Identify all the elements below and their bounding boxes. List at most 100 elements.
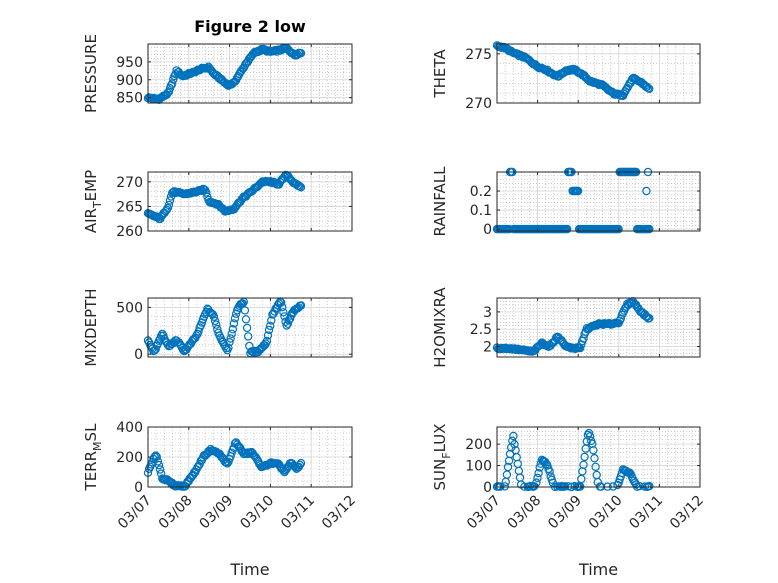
y-axis-label-part: SL (82, 423, 100, 442)
data-point (296, 183, 306, 192)
data-point (243, 332, 253, 341)
data-point (155, 465, 165, 474)
y-tick-label: 2 (483, 340, 492, 356)
data-point (240, 306, 250, 315)
data-point (532, 478, 541, 487)
y-axis-label: TERRMSL (82, 423, 104, 492)
data-point (150, 346, 159, 355)
data-point (151, 451, 160, 460)
data-point (625, 468, 634, 477)
data-point (210, 316, 220, 326)
y-axis-label: RAINFALL (431, 166, 449, 237)
y-tick-label: 0.2 (470, 184, 492, 200)
data-point (295, 460, 305, 470)
subplot-air_temp: 260 265 270 AIRTEMP (82, 170, 353, 240)
data-point (153, 213, 163, 222)
data-point (295, 182, 305, 191)
data-point (535, 463, 544, 472)
y-tick-label: 100 (465, 459, 492, 475)
y-tick-label: 265 (116, 199, 143, 215)
data-point (202, 188, 211, 197)
y-tick-label: 260 (116, 224, 143, 240)
data-point (296, 458, 306, 468)
data-point (642, 186, 651, 196)
data-point (591, 462, 600, 471)
y-tick-label: 0 (483, 480, 492, 496)
data-point (510, 440, 519, 449)
data-point (296, 301, 306, 310)
data-point (192, 331, 201, 340)
data-point (228, 325, 237, 334)
data-point (245, 449, 254, 458)
data-point (197, 186, 207, 196)
axes-box (496, 297, 701, 358)
data-point (169, 75, 178, 84)
y-tick-label: 270 (116, 175, 143, 191)
data-point (542, 459, 551, 469)
subplot-mixdepth: 0 500 MIXDEPTH (82, 288, 353, 367)
data-point (263, 331, 273, 340)
y-axis-label-part: EMP (82, 170, 100, 201)
data-point (509, 431, 518, 441)
y-tick-label: 0 (134, 480, 143, 496)
y-tick-label: 400 (116, 420, 143, 436)
y-axis-label: MIXDEPTH (82, 288, 100, 366)
data-point (264, 325, 274, 335)
data-point (211, 320, 221, 329)
axes-box (147, 297, 353, 358)
data-point (534, 468, 543, 478)
axes-box (496, 43, 701, 104)
subplot-pressure: 850 900 950 PRESSURE Figure 2 low (82, 17, 353, 113)
y-tick-label: 500 (116, 300, 143, 316)
y-axis-label-part: LUX (431, 424, 449, 453)
data-point (580, 452, 589, 462)
data-point (152, 452, 161, 461)
y-axis-label-part: TERR (82, 451, 100, 492)
data-point (503, 462, 513, 472)
y-axis-label: SUNFLUX (431, 424, 453, 491)
y-axis-label-part: SUN (431, 459, 449, 491)
data-point (626, 299, 635, 308)
subplot-grid: 850 900 950 PRESSURE Figure 2 low 270 275 THETA… (82, 17, 707, 579)
x-axis-label: Time (578, 560, 618, 579)
data-point (284, 316, 294, 325)
y-axis-label: AIRTEMP (82, 170, 104, 233)
y-tick-label: 0 (134, 347, 143, 363)
subplot-rainfall: 0 0.1 0.2 RAINFALL (431, 166, 701, 238)
data-point (279, 308, 288, 317)
y-axis-label: H2OMIXRA (431, 287, 449, 368)
data-point (229, 319, 239, 328)
data-point (294, 303, 303, 312)
y-tick-label: 900 (116, 73, 143, 89)
y-axis-label: THETA (431, 49, 449, 99)
axes-box (147, 43, 353, 104)
data-point (241, 315, 251, 324)
x-axis-label: Time (229, 560, 269, 579)
data-point (151, 345, 160, 354)
data-point (262, 336, 272, 346)
y-tick-label: 950 (116, 55, 143, 71)
data-point (278, 303, 287, 312)
axes-box (496, 171, 701, 232)
data-point (645, 481, 654, 491)
y-tick-label: 275 (465, 47, 492, 63)
data-point (645, 224, 654, 234)
data-point (230, 314, 240, 323)
y-tick-label: 0.1 (470, 203, 492, 219)
subplot-h2omixra: 2 2.53 H2OMIXRA (431, 287, 701, 368)
data-point (209, 312, 219, 321)
axes-box (496, 426, 701, 488)
chart-title: Figure 2 low (194, 17, 306, 36)
data-point (166, 80, 176, 90)
data-point (545, 467, 554, 476)
y-axis-label-subscript: T (91, 201, 104, 209)
data-point (227, 329, 236, 338)
data-point (573, 186, 583, 196)
data-point (225, 338, 234, 347)
data-point (167, 79, 177, 88)
data-point (562, 224, 572, 234)
axes-box (147, 171, 353, 232)
y-tick-label: 270 (465, 96, 492, 112)
data-point (277, 298, 286, 307)
data-point (162, 205, 171, 214)
